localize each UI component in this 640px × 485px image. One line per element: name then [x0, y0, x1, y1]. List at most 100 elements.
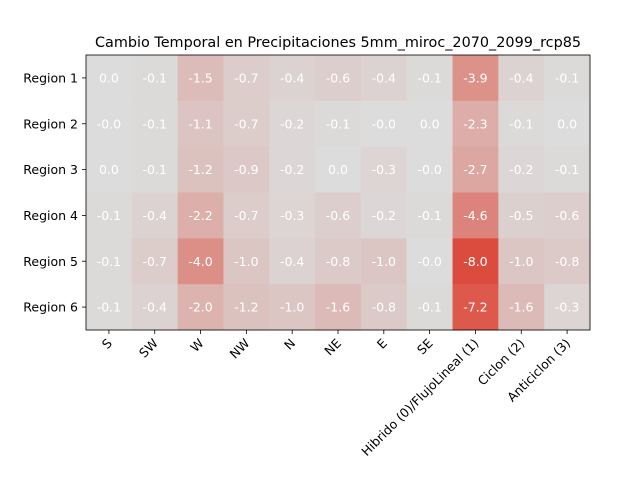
cell-value-label: -0.1	[417, 300, 441, 315]
heatmap-cell	[86, 238, 133, 285]
heatmap-cell	[544, 192, 591, 239]
heatmap-cell	[86, 284, 133, 331]
cell-value-label: -2.3	[463, 116, 487, 131]
cell-value-label: -0.5	[509, 208, 533, 223]
heatmap-cell	[86, 100, 133, 148]
cell-value-label: 0.0	[420, 116, 440, 131]
heatmap-cell	[360, 284, 408, 331]
cell-value-label: -0.4	[280, 70, 304, 85]
cell-value-label: -0.7	[234, 70, 258, 85]
heatmap-cell	[360, 238, 408, 285]
cell-value-label: 0.0	[99, 162, 119, 177]
cell-value-label: -1.5	[188, 70, 212, 85]
cell-value-label: -0.1	[143, 116, 167, 131]
heatmap-cell	[406, 238, 454, 285]
cell-value-label: -0.1	[97, 254, 121, 269]
cell-value-label: -0.4	[143, 208, 167, 223]
cell-value-label: -0.2	[280, 162, 304, 177]
cell-value-label: -0.6	[326, 70, 350, 85]
y-tick-label: Region 4	[23, 208, 78, 223]
cell-value-label: -0.2	[509, 162, 533, 177]
cell-value-label: -0.9	[234, 162, 258, 177]
cell-value-label: 0.0	[557, 116, 577, 131]
cell-value-label: -0.1	[143, 70, 167, 85]
cell-value-label: -1.0	[372, 254, 396, 269]
cell-value-label: -0.6	[555, 208, 579, 223]
y-axis: Region 1 Region 2 Region 3 Region 4 Region 5…	[23, 70, 86, 315]
cell-value-label: -2.2	[188, 208, 212, 223]
heatmap-cell	[360, 55, 408, 102]
cell-value-label: 0.0	[328, 162, 348, 177]
cell-value-label: -0.4	[509, 70, 533, 85]
cell-value-label: -0.1	[555, 70, 579, 85]
heatmap-cell	[315, 100, 362, 148]
heatmap-cell	[223, 55, 270, 102]
heatmap-cell	[177, 284, 224, 331]
heatmap-cell	[544, 238, 591, 285]
cell-value-label: -0.7	[234, 116, 258, 131]
cell-value-label: -0.8	[326, 254, 350, 269]
cell-value-label: -2.0	[188, 300, 212, 315]
cell-value-label: -0.7	[234, 208, 258, 223]
cell-value-label: -0.3	[555, 300, 579, 315]
cell-value-label: -0.1	[97, 208, 121, 223]
cell-value-label: -1.0	[234, 254, 258, 269]
heatmap-cell	[86, 192, 133, 239]
chart-title: Cambio Temporal en Precipitaciones 5mm_m…	[95, 35, 581, 51]
heatmap-cell-labels: 0.0 -0.1 -1.5 -0.7 -0.4 -0.6 -0.4 -0.1 -3.9 -0.4 -…	[97, 70, 580, 314]
heatmap-cell	[406, 284, 454, 331]
cell-value-label: -0.0	[372, 116, 396, 131]
heatmap-cell	[452, 192, 499, 239]
y-tick-label: Region 1	[23, 70, 78, 85]
cell-value-label: 0.0	[99, 70, 119, 85]
heatmap-cell	[452, 284, 499, 331]
heatmap-cell	[269, 192, 316, 239]
heatmap-cell	[315, 238, 362, 285]
heatmap-cell	[223, 100, 270, 148]
cell-value-label: -0.1	[417, 70, 441, 85]
cell-value-label: -7.2	[463, 300, 487, 315]
heatmap-cell	[223, 284, 270, 331]
heatmap-cell	[452, 55, 499, 102]
y-tick-label: Region 5	[23, 254, 78, 269]
y-tick-label: Region 6	[23, 300, 78, 315]
y-tick-label: Region 3	[23, 162, 78, 177]
heatmap-cell	[498, 146, 545, 193]
heatmap-cell	[131, 100, 179, 148]
heatmap-cell	[406, 100, 454, 148]
heatmap-cell	[315, 284, 362, 331]
heatmap-cell	[452, 100, 499, 148]
cell-value-label: -0.1	[143, 162, 167, 177]
y-tick-label: Region 2	[23, 116, 78, 131]
heatmap-cell	[177, 192, 224, 239]
cell-value-label: -0.2	[372, 208, 396, 223]
heatmap-cell	[406, 55, 454, 102]
cell-value-label: -1.2	[234, 300, 258, 315]
cell-value-label: -2.7	[463, 162, 487, 177]
heatmap-cell	[269, 55, 316, 102]
heatmap-cells	[86, 55, 591, 331]
heatmap-cell	[177, 55, 224, 102]
heatmap-cell	[269, 284, 316, 331]
cell-value-label: -0.4	[143, 300, 167, 315]
cell-value-label: -4.6	[463, 208, 487, 223]
cell-value-label: -0.8	[555, 254, 579, 269]
cell-value-label: -0.1	[97, 300, 121, 315]
cell-value-label: -0.8	[372, 300, 396, 315]
cell-value-label: -0.1	[326, 116, 350, 131]
heatmap-cell	[498, 100, 545, 148]
cell-value-label: -1.1	[188, 116, 212, 131]
cell-value-label: -1.0	[280, 300, 304, 315]
cell-value-label: -0.4	[372, 70, 396, 85]
cell-value-label: -3.9	[463, 70, 487, 85]
heatmap-cell	[223, 146, 270, 193]
cell-value-label: -4.0	[188, 254, 212, 269]
cell-value-label: -0.1	[555, 162, 579, 177]
cell-value-label: -0.3	[372, 162, 396, 177]
heatmap-cell	[177, 146, 224, 193]
heatmap-cell	[131, 192, 179, 239]
heatmap-cell	[360, 100, 408, 148]
cell-value-label: -0.1	[509, 116, 533, 131]
